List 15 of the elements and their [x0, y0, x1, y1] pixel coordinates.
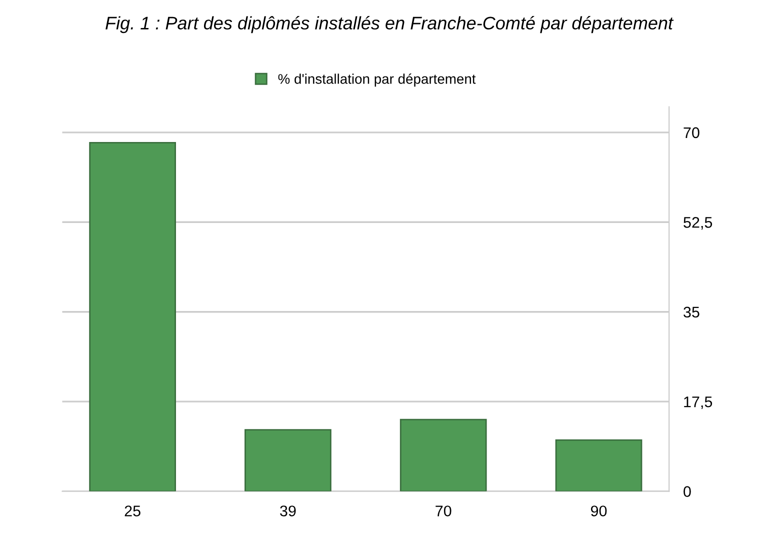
bar: [555, 439, 642, 492]
legend-label: % d'installation par département: [278, 74, 476, 87]
y-tick-label: 35: [684, 306, 700, 318]
chart-title: Fig. 1 : Part des diplômés installés en Franche-Comté par département: [106, 16, 674, 34]
y-tick-label: 52,5: [684, 217, 712, 230]
x-tick-label: 90: [590, 506, 607, 516]
x-tick-label: 39: [280, 506, 296, 516]
bar: [244, 429, 332, 492]
x-tick-label: 25: [124, 506, 140, 516]
bar: [400, 418, 487, 492]
y-tick-label: 70: [684, 127, 700, 138]
y-tick-label: 17,5: [684, 396, 712, 410]
bar: [89, 142, 176, 492]
x-tick-label: 70: [436, 506, 452, 516]
y-tick-label: 0: [684, 486, 691, 497]
